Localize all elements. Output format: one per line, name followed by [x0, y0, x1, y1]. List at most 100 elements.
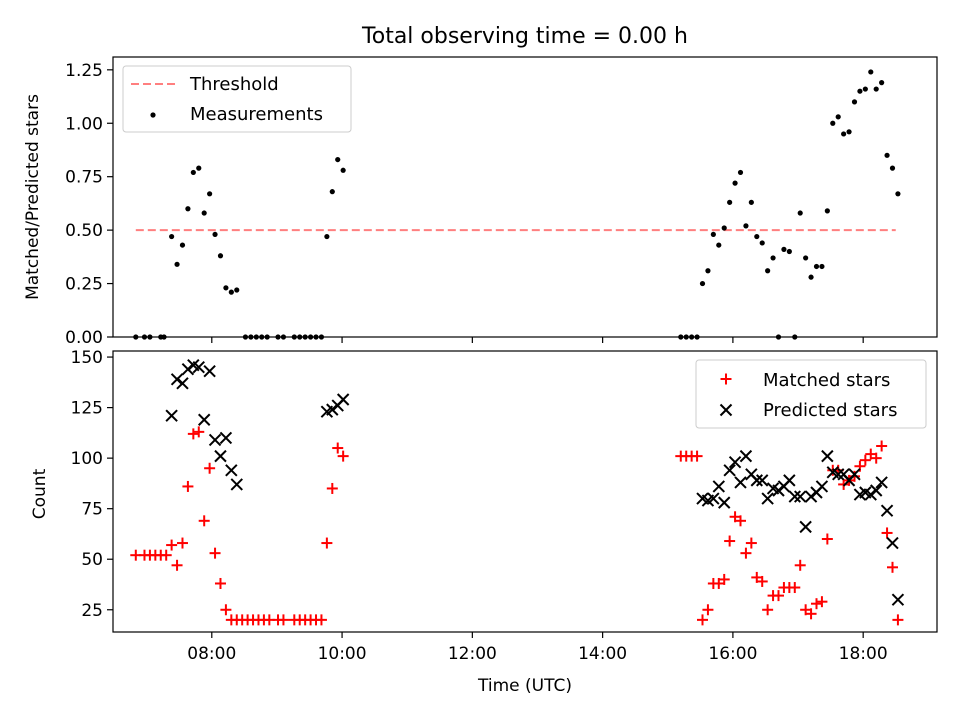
- bottom-panel: 25 50 75 100 125 150 08:00 10:00 12:00 14:00 16:00…: [30, 348, 938, 696]
- matched-point: [321, 537, 333, 549]
- matched-point: [160, 549, 172, 561]
- matched-point: [220, 604, 232, 616]
- bottom-ylabel: Count: [30, 468, 50, 519]
- measurement-point: [770, 255, 776, 261]
- matched-legend-marker: [720, 373, 732, 385]
- predicted-point-b: [783, 474, 796, 487]
- predicted-point-b: [875, 476, 888, 489]
- matched-point: [171, 559, 183, 571]
- predicted-point: [788, 490, 801, 503]
- predicted-point: [219, 431, 233, 445]
- predicted-point-b: [219, 431, 233, 445]
- predicted-point-b: [187, 358, 200, 372]
- matched-point: [805, 608, 817, 620]
- measurement-point: [223, 285, 229, 291]
- matched-point: [870, 452, 882, 464]
- predicted-point-b: [230, 478, 243, 491]
- predicted-point-b: [739, 449, 753, 463]
- top-ytick-label: 0.00: [65, 328, 103, 348]
- predicted-point: [848, 468, 861, 481]
- measurement-point: [873, 86, 879, 92]
- predicted-point-b: [728, 455, 742, 469]
- matched-point: [718, 573, 730, 585]
- predicted-point: [336, 393, 350, 406]
- bottom-ytick-label: 50: [81, 550, 103, 570]
- measurement-point: [174, 261, 180, 267]
- measurement-point: [190, 169, 196, 176]
- bottom-ytick-label: 75: [81, 500, 103, 520]
- predicted-point-b: [197, 413, 211, 426]
- bottom-xtick-label: 10:00: [318, 644, 367, 664]
- measurement-point: [727, 199, 733, 205]
- measurement-point: [335, 156, 341, 163]
- legend-matched-label: Matched stars: [763, 370, 890, 391]
- top-ytick-label: 0.50: [65, 221, 103, 241]
- measurement-point: [169, 233, 175, 240]
- top-ytick-label: 0.25: [65, 275, 103, 295]
- legend-measurements-label: Measurements: [190, 104, 323, 125]
- measurement-point: [895, 191, 901, 197]
- predicted-point-b: [225, 464, 238, 477]
- top-ytick-label: 1.25: [65, 61, 103, 81]
- matched-point: [740, 547, 752, 559]
- measurement-point: [743, 223, 749, 229]
- chart-title: Total observing time = 0.00 h: [361, 24, 688, 49]
- measurement-point: [879, 80, 885, 86]
- matched-point: [204, 462, 216, 474]
- measurement-point: [737, 169, 744, 176]
- predicted-point: [197, 413, 211, 426]
- predicted-point: [176, 377, 189, 390]
- bottom-xtick-label: 12:00: [448, 644, 497, 664]
- predicted-point: [718, 496, 731, 509]
- predicted-point: [831, 468, 845, 481]
- predicted-point-b: [831, 468, 845, 481]
- measurement-point: [830, 120, 836, 126]
- predicted-point: [728, 455, 742, 469]
- matched-point: [756, 575, 768, 587]
- matched-point: [187, 428, 199, 440]
- predicted-point: [783, 474, 796, 487]
- matched-point: [794, 559, 806, 571]
- bottom-ytick-label: 125: [71, 399, 103, 419]
- measurement-legend-marker: [150, 112, 156, 118]
- predicted-point-b: [165, 409, 178, 422]
- matched-point: [166, 539, 178, 551]
- predicted-point: [712, 480, 725, 493]
- predicted-point-b: [794, 490, 807, 503]
- measurement-point: [201, 210, 207, 216]
- predicted-point: [799, 520, 812, 534]
- predicted-point-b: [886, 536, 899, 550]
- predicted-point-b: [203, 365, 216, 378]
- predicted-point: [230, 478, 243, 491]
- top-ytick-label: 0.75: [65, 168, 103, 188]
- measurement-point: [721, 225, 727, 231]
- measurement-point: [705, 268, 711, 274]
- matched-point: [772, 590, 784, 602]
- bottom-ytick-label: 100: [71, 449, 103, 469]
- top-panel-frame: [112, 56, 938, 338]
- predicted-point-b: [788, 490, 801, 503]
- measurement-point: [813, 263, 820, 270]
- matched-point: [198, 515, 210, 527]
- measurement-point: [217, 253, 224, 259]
- matched-point: [886, 561, 898, 573]
- predicted-point: [750, 474, 763, 487]
- matched-point: [193, 426, 205, 438]
- predicted-point-b: [799, 520, 812, 534]
- predicted-point-b: [869, 484, 883, 497]
- predicted-point-b: [821, 449, 834, 463]
- predicted-point-b: [766, 482, 780, 495]
- predicted-point: [886, 536, 899, 550]
- predicted-point-b: [859, 486, 872, 499]
- bottom-ytick-label: 150: [71, 348, 103, 368]
- matched-point: [315, 614, 327, 626]
- top-legend: Threshold Measurements: [122, 65, 352, 133]
- predicted-point-b: [718, 496, 731, 509]
- top-ytick-label: 1.00: [65, 114, 103, 134]
- measurement-point: [803, 255, 809, 261]
- measurement-point: [716, 242, 722, 248]
- measurement-point: [851, 99, 858, 105]
- measurement-point: [786, 248, 792, 255]
- matched-point: [745, 537, 757, 549]
- predicted-point: [165, 409, 178, 422]
